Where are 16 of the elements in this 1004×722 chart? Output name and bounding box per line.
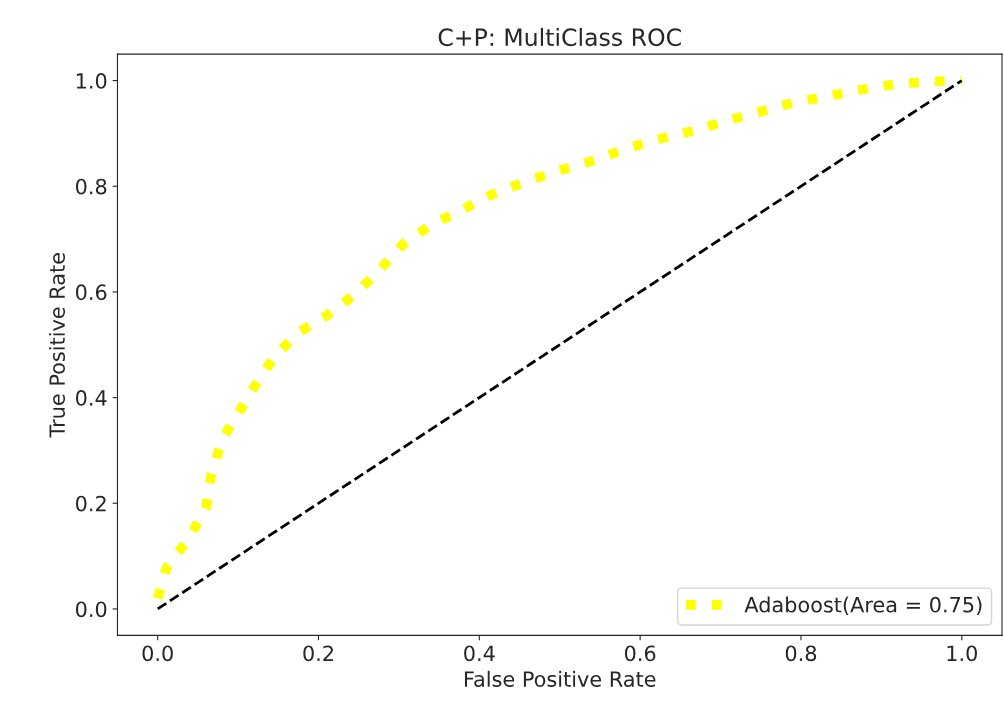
x-tick-label: 0.0 <box>142 645 173 662</box>
y-tick-label: 0.2 <box>75 495 106 512</box>
y-tick-label: 0.6 <box>75 284 107 301</box>
x-tick-label: 0.6 <box>624 645 656 662</box>
chart-title: C+P: MultiClass ROC <box>438 27 681 47</box>
y-axis-title: True Positive Rate <box>48 253 66 438</box>
y-tick-label: 1.0 <box>76 73 107 89</box>
y-tick-label: 0.4 <box>75 390 107 406</box>
y-tick-label: 0.8 <box>75 178 107 195</box>
x-tick-label: 1.0 <box>947 645 977 662</box>
y-tick-label: 0.0 <box>75 601 107 618</box>
x-axis-title: False Positive Rate <box>464 670 656 687</box>
x-tick-label: 0.8 <box>785 645 817 662</box>
x-tick-label: 0.4 <box>464 645 495 662</box>
x-tick-label: 0.2 <box>303 645 333 662</box>
legend-label: Adaboost(Area = 0.75) <box>744 596 982 616</box>
